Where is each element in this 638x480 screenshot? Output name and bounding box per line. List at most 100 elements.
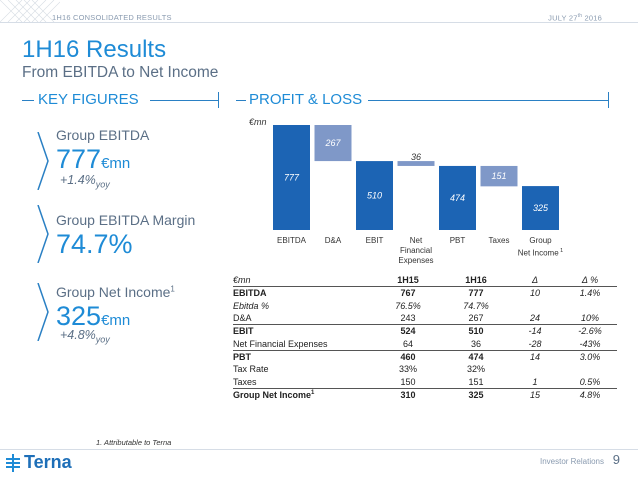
row-delta-pct-text: -43% (579, 338, 601, 349)
kf-net-income-growth-sub: yoy (95, 334, 110, 345)
kf-ebitda-growth-sub: yoy (95, 179, 110, 190)
chart-bar (356, 161, 393, 230)
chart-data-label: 36 (411, 152, 421, 162)
row-delta: -14 (507, 324, 563, 338)
row-1h16-text: 151 (468, 376, 484, 387)
row-label-text: Taxes (233, 376, 257, 387)
chart-data-label: 777 (284, 173, 300, 183)
row-delta (507, 363, 563, 375)
row-1h15-text: 150 (400, 376, 416, 387)
row-delta-pct (563, 363, 617, 375)
row-1h15-text: 767 (400, 288, 416, 299)
profit-loss-table: €mn 1H15 1H16 Δ Δ % EBITDA 767 777 10 1.4% Eb… (233, 274, 617, 401)
row-label: EBIT (233, 324, 371, 338)
row-label: Net Financial Expenses (233, 337, 371, 350)
footer-investor-relations: Investor Relations (539, 457, 604, 466)
key-figures-rule-tip (218, 92, 219, 108)
chart-data-label: 510 (367, 191, 382, 201)
chart-x-label: EBITDA (267, 236, 316, 246)
row-1h16: 510 (445, 324, 507, 338)
kf-ebitda-value: 777€mn (56, 144, 130, 175)
row-1h16-text: 325 (468, 389, 484, 400)
table-header-delta-pct: Δ % (563, 274, 617, 288)
kf-net-income-growth-value: +4.8% (60, 328, 96, 342)
header-date: JULY 27th 2016 (548, 13, 602, 23)
chart-x-label-line: D&A (324, 236, 342, 245)
bracket-icon (37, 132, 49, 190)
chart-x-label: EBIT (350, 236, 399, 246)
row-1h15: 524 (371, 324, 445, 338)
row-delta-pct-text: 1.4% (579, 288, 601, 299)
row-1h15: 243 (371, 312, 445, 325)
chart-x-label-line: Taxes (488, 236, 510, 245)
row-1h15: 33% (371, 363, 445, 375)
header-section: 1H16 CONSOLIDATED RESULTS (52, 13, 172, 22)
row-1h16: 151 (445, 375, 507, 388)
chart-bar (397, 161, 435, 166)
row-1h15: 460 (371, 349, 445, 364)
footer-divider (0, 449, 638, 450)
row-1h16-text: 267 (468, 313, 484, 324)
terna-logo: Terna (4, 449, 94, 480)
row-delta: 24 (507, 312, 563, 325)
chart-x-label-sup: 1 (558, 248, 564, 254)
table-header-1h15: 1H15 (371, 274, 445, 288)
row-label-sup: 1 (311, 389, 315, 396)
row-1h16-text: 74.7% (463, 300, 489, 311)
row-delta-text: 15 (529, 389, 540, 400)
row-delta-pct: -43% (563, 337, 617, 350)
row-1h15-text: 524 (400, 326, 416, 337)
row-label-text: Ebitda % (233, 300, 270, 311)
chart-x-label: PBT (433, 236, 482, 246)
row-label-text: PBT (233, 351, 251, 362)
row-1h16-text: 777 (468, 288, 484, 299)
key-figures-rule-right (150, 100, 218, 101)
table-row: EBITDA 767 777 10 1.4% (233, 287, 617, 300)
row-1h15-text: 76.5% (395, 300, 421, 311)
kf-ebitda-growth-value: +1.4% (60, 173, 96, 187)
row-1h15-text: 243 (400, 313, 416, 324)
row-label: Taxes (233, 375, 371, 388)
row-label-text: Tax Rate (233, 364, 269, 375)
header-pattern (0, 0, 60, 22)
table-header-unit: €mn (233, 274, 371, 288)
row-1h16-text: 32% (466, 364, 485, 375)
table-row: Taxes 150 151 1 0.5% (233, 375, 617, 388)
table-row: Net Financial Expenses 64 36 -28 -43% (233, 337, 617, 350)
kf-net-income-unit: €mn (101, 312, 131, 329)
row-delta-text: 24 (529, 313, 540, 324)
row-1h16: 74.7% (445, 300, 507, 312)
chart-bar (480, 165, 518, 187)
row-label: D&A (233, 312, 371, 325)
row-label-text: EBIT (233, 326, 254, 337)
row-delta: -28 (507, 337, 563, 350)
page-subtitle: From EBITDA to Net Income (22, 64, 219, 81)
kf-margin-number: 74.7% (56, 229, 133, 259)
kf-ebitda-number: 777 (56, 144, 102, 174)
chart-x-label-line: Net Income 1 (517, 248, 564, 258)
header-date-year: 2016 (582, 13, 602, 23)
row-delta-pct: -2.6% (563, 324, 617, 338)
row-delta: 1 (507, 375, 563, 388)
chart-bar (522, 186, 559, 230)
row-delta-pct: 1.4% (563, 287, 617, 300)
row-1h15-text: 33% (398, 364, 417, 375)
row-1h16: 32% (445, 363, 507, 375)
kf-net-income-label: Group Net Income1 (56, 284, 175, 300)
chart-x-label-line: EBIT (365, 236, 384, 245)
row-label: Tax Rate (233, 363, 371, 375)
chart-x-label: Taxes (475, 236, 524, 246)
chart-data-label: 474 (450, 193, 465, 203)
row-delta-text: 14 (529, 351, 540, 362)
row-delta-pct-text: 4.8% (579, 389, 601, 400)
row-delta-text: 1 (532, 376, 538, 387)
row-delta: 14 (507, 349, 563, 364)
chart-unit-label: €mn (249, 117, 267, 127)
chart-x-label-line: Net (409, 236, 423, 245)
chart-data-label: 325 (533, 203, 549, 213)
row-1h15: 76.5% (371, 300, 445, 312)
row-1h16-text: 510 (468, 326, 484, 337)
row-delta: 10 (507, 287, 563, 300)
kf-margin-label: Group EBITDA Margin (56, 212, 196, 228)
row-label: Ebitda % (233, 300, 371, 312)
